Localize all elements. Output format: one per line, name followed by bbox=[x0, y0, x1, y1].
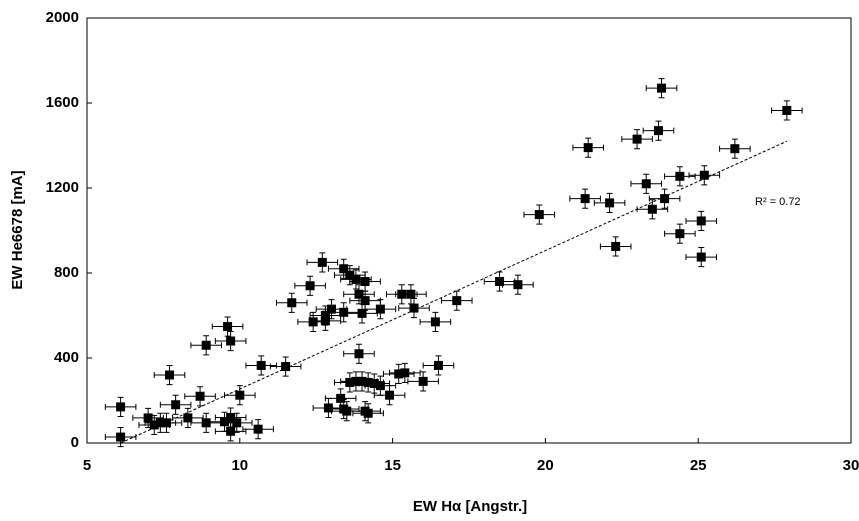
y-tick-label: 0 bbox=[71, 434, 79, 451]
y-tick-label: 2000 bbox=[46, 9, 79, 26]
marker bbox=[201, 418, 211, 428]
marker bbox=[534, 210, 544, 220]
marker bbox=[345, 270, 355, 280]
marker bbox=[342, 406, 352, 416]
marker bbox=[201, 340, 211, 350]
x-tick-label: 25 bbox=[690, 457, 707, 474]
marker bbox=[232, 418, 242, 428]
marker bbox=[143, 413, 153, 423]
marker bbox=[305, 281, 315, 291]
marker bbox=[287, 298, 297, 308]
marker bbox=[660, 194, 670, 204]
marker bbox=[696, 252, 706, 262]
marker bbox=[657, 83, 667, 93]
marker bbox=[339, 307, 349, 317]
marker bbox=[357, 308, 367, 318]
marker bbox=[699, 170, 709, 180]
marker bbox=[336, 393, 346, 403]
marker bbox=[116, 402, 126, 412]
y-tick-label: 1200 bbox=[46, 179, 79, 196]
marker bbox=[149, 420, 159, 430]
marker bbox=[394, 369, 404, 379]
marker bbox=[406, 289, 416, 299]
marker bbox=[375, 304, 385, 314]
marker bbox=[409, 303, 419, 313]
y-tick-label: 1600 bbox=[46, 94, 79, 111]
x-axis-label: EW Hα [Angstr.] bbox=[413, 498, 527, 515]
marker bbox=[354, 349, 364, 359]
marker bbox=[357, 376, 367, 386]
marker bbox=[360, 277, 370, 286]
marker bbox=[226, 336, 236, 346]
marker bbox=[345, 377, 355, 387]
marker bbox=[696, 216, 706, 226]
marker bbox=[351, 274, 361, 284]
marker bbox=[433, 360, 443, 370]
x-tick-label: 15 bbox=[384, 457, 401, 474]
marker bbox=[782, 105, 792, 115]
marker bbox=[513, 280, 523, 290]
marker bbox=[317, 257, 327, 267]
marker bbox=[235, 390, 245, 400]
y-tick-label: 400 bbox=[54, 349, 79, 366]
marker bbox=[226, 413, 236, 422]
marker bbox=[675, 171, 685, 181]
marker bbox=[605, 198, 615, 208]
marker bbox=[583, 143, 593, 153]
marker bbox=[171, 400, 181, 410]
marker bbox=[320, 316, 330, 326]
marker bbox=[195, 391, 205, 401]
marker bbox=[165, 370, 175, 380]
plot-frame bbox=[86, 17, 852, 444]
marker bbox=[641, 179, 651, 189]
marker bbox=[363, 377, 373, 387]
marker bbox=[675, 229, 685, 239]
marker bbox=[580, 194, 590, 204]
marker bbox=[339, 264, 349, 274]
marker bbox=[220, 417, 230, 427]
marker bbox=[223, 322, 233, 332]
marker bbox=[116, 432, 126, 442]
y-axis-label: EW He6678 [mA] bbox=[9, 170, 26, 289]
marker bbox=[281, 362, 291, 371]
marker bbox=[363, 408, 373, 418]
marker bbox=[369, 379, 379, 388]
x-tick-label: 30 bbox=[843, 457, 859, 474]
marker bbox=[256, 360, 266, 370]
x-tick-label: 5 bbox=[83, 457, 91, 474]
marker bbox=[253, 424, 263, 434]
marker bbox=[360, 296, 370, 306]
marker bbox=[354, 289, 364, 299]
marker bbox=[495, 277, 505, 286]
marker bbox=[632, 134, 642, 144]
marker bbox=[430, 317, 440, 327]
marker bbox=[226, 426, 236, 436]
y-tick-label: 800 bbox=[54, 264, 79, 281]
marker bbox=[647, 204, 657, 214]
marker bbox=[375, 381, 385, 391]
marker bbox=[611, 241, 621, 251]
marker bbox=[418, 376, 428, 386]
marker bbox=[183, 413, 193, 423]
marker bbox=[326, 304, 336, 314]
marker bbox=[400, 368, 410, 378]
marker bbox=[730, 144, 740, 154]
annotation: R² = 0.72 bbox=[755, 196, 801, 208]
x-tick-label: 20 bbox=[537, 457, 554, 474]
marker bbox=[385, 390, 395, 400]
marker bbox=[452, 296, 462, 306]
marker bbox=[653, 126, 663, 136]
x-tick-label: 10 bbox=[231, 457, 248, 474]
marker bbox=[308, 317, 318, 327]
trend-line bbox=[120, 140, 788, 444]
marker bbox=[161, 418, 171, 428]
